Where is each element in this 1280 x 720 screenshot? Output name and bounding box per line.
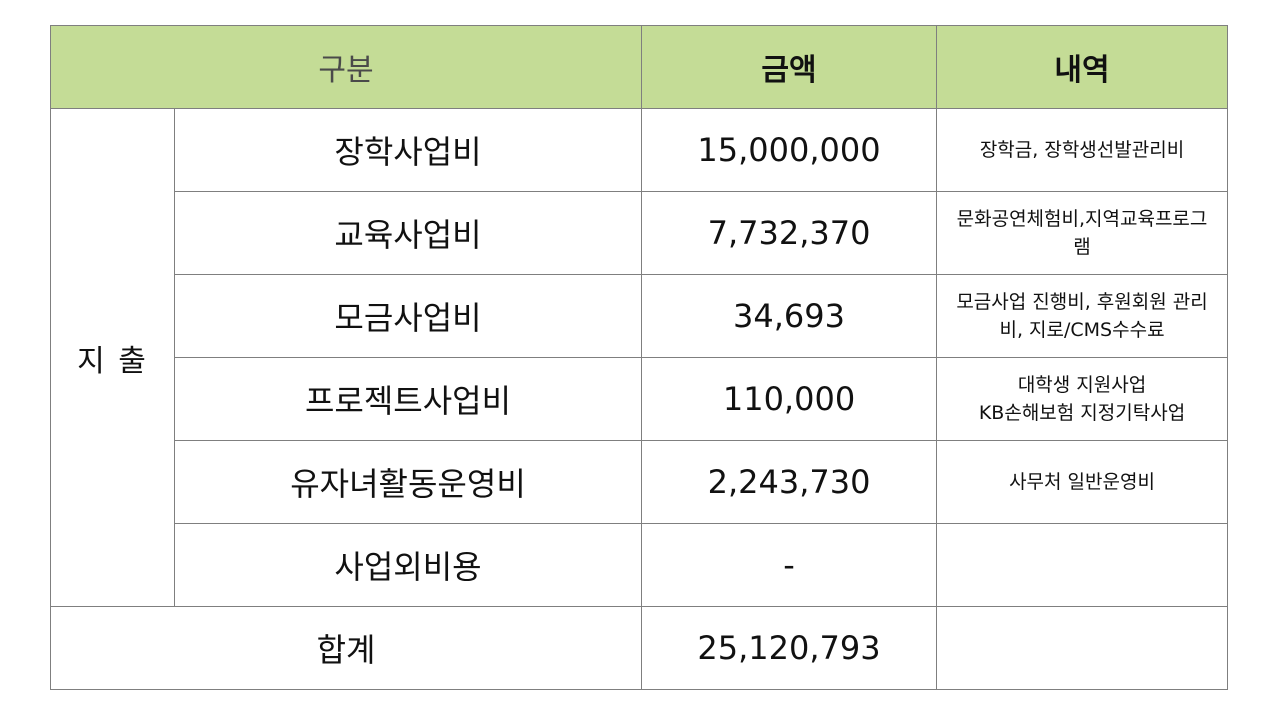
- header-amount: 금액: [641, 25, 938, 109]
- header-detail: 내역: [936, 25, 1229, 109]
- total-row: 합계 25,120,793: [49, 606, 1229, 690]
- item-name: 프로젝트사업비: [173, 357, 643, 441]
- total-amount: 25,120,793: [641, 606, 938, 690]
- item-name: 유자녀활동운영비: [173, 440, 643, 524]
- section-label-expense: 지 출: [50, 108, 175, 607]
- table-row: 모금사업비 34,693 모금사업 진행비, 후원회원 관리 비, 지로/CMS…: [51, 274, 1229, 358]
- item-name: 장학사업비: [173, 108, 643, 192]
- item-detail: 문화공연체험비,지역교육프로그 램: [936, 191, 1229, 275]
- table-row: 유자녀활동운영비 2,243,730 사무처 일반운영비: [51, 440, 1229, 524]
- total-label: 합계: [49, 606, 643, 690]
- item-name: 교육사업비: [173, 191, 643, 275]
- item-name: 사업외비용: [173, 523, 643, 607]
- item-detail: 사무처 일반운영비: [936, 440, 1229, 524]
- item-amount: 2,243,730: [641, 440, 938, 524]
- table-row: 프로젝트사업비 110,000 대학생 지원사업 KB손해보험 지정기탁사업: [51, 357, 1229, 441]
- item-detail: 모금사업 진행비, 후원회원 관리 비, 지로/CMS수수료: [936, 274, 1229, 358]
- table-header-row: 구분 금액 내역: [49, 25, 1229, 109]
- item-name: 모금사업비: [173, 274, 643, 358]
- item-amount: 15,000,000: [641, 108, 938, 192]
- item-detail: [936, 523, 1229, 607]
- table-row: 교육사업비 7,732,370 문화공연체험비,지역교육프로그 램: [51, 191, 1229, 275]
- table-row: 지 출 장학사업비 15,000,000 장학금, 장학생선발관리비: [50, 108, 1229, 607]
- expense-table: 구분 금액 내역 지 출 장학사업비 15,000,000 장학금, 장학생선발…: [49, 25, 1229, 690]
- item-amount: 110,000: [641, 357, 938, 441]
- item-amount: 34,693: [641, 274, 938, 358]
- item-detail: 장학금, 장학생선발관리비: [936, 108, 1229, 192]
- item-amount: -: [641, 523, 938, 607]
- table-row: 사업외비용 -: [51, 523, 1229, 607]
- item-detail: 대학생 지원사업 KB손해보험 지정기탁사업: [936, 357, 1229, 441]
- item-amount: 7,732,370: [641, 191, 938, 275]
- total-detail: [936, 606, 1229, 690]
- header-category: 구분: [49, 25, 643, 109]
